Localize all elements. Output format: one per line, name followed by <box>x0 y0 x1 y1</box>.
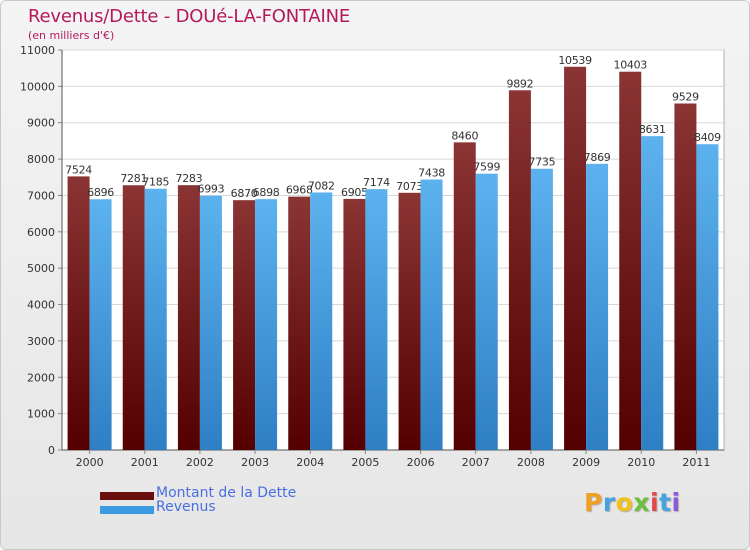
legend-label-dette: Montant de la Dette <box>156 485 297 501</box>
logo-letter: o <box>615 488 634 517</box>
value-label-revenus: 8409 <box>694 131 721 144</box>
value-label-dette: 7281 <box>120 172 147 185</box>
x-tick-label: 2006 <box>407 456 435 469</box>
proxiti-logo: Proxiti <box>584 488 681 517</box>
bar-dette <box>122 185 145 450</box>
value-label-revenus: 7735 <box>529 156 556 169</box>
chart-subtitle: (en milliers d'€) <box>28 29 115 42</box>
bar-dette <box>177 185 200 450</box>
logo-letter: t <box>659 488 672 517</box>
bar-dette <box>67 176 90 450</box>
bar-dette <box>619 71 642 450</box>
x-tick-label: 2011 <box>682 456 710 469</box>
value-label-revenus: 7438 <box>418 167 445 180</box>
x-tick-label: 2009 <box>572 456 600 469</box>
bar-revenus <box>365 189 388 451</box>
y-tick-label: 11000 <box>20 44 55 57</box>
y-tick-label: 0 <box>48 444 55 457</box>
bar-revenus <box>475 173 498 450</box>
x-tick-label: 2008 <box>517 456 545 469</box>
bar-dette <box>453 142 476 450</box>
y-tick-label: 10000 <box>20 80 55 93</box>
bar-revenus <box>696 144 719 450</box>
value-label-dette: 10403 <box>614 59 648 72</box>
legend-label-revenus: Revenus <box>156 499 216 515</box>
x-tick-label: 2002 <box>186 456 214 469</box>
x-tick-label: 2001 <box>131 456 159 469</box>
value-label-revenus: 6896 <box>87 186 114 199</box>
value-label-revenus: 7082 <box>308 179 335 192</box>
y-tick-label: 1000 <box>27 408 55 421</box>
value-label-dette: 7524 <box>65 163 92 176</box>
chart-title: Revenus/Dette - DOUé-LA-FONTAINE <box>28 6 351 27</box>
bar-dette <box>674 103 697 450</box>
logo-letter: x <box>633 488 650 517</box>
x-tick-label: 2010 <box>627 456 655 469</box>
value-label-dette: 7073 <box>396 180 423 193</box>
y-tick-label: 4000 <box>27 299 55 312</box>
legend-swatch-dette <box>100 492 154 500</box>
y-tick-label: 8000 <box>27 153 55 166</box>
bar-dette <box>508 90 531 451</box>
value-label-dette: 8460 <box>451 129 478 142</box>
bar-revenus <box>144 188 167 450</box>
value-label-dette: 9892 <box>507 77 534 90</box>
bar-revenus <box>586 163 609 450</box>
bar-revenus <box>199 195 222 450</box>
value-label-revenus: 7599 <box>473 161 500 174</box>
y-tick-label: 9000 <box>27 117 55 130</box>
logo-letter: r <box>602 488 616 517</box>
bar-dette <box>233 200 256 450</box>
logo-letter: i <box>650 488 660 517</box>
bar-revenus <box>420 179 443 450</box>
x-tick-label: 2007 <box>462 456 490 469</box>
y-tick-label: 6000 <box>27 226 55 239</box>
value-label-revenus: 7869 <box>584 151 611 164</box>
bar-revenus <box>89 199 112 450</box>
logo-letter: P <box>584 488 603 517</box>
y-tick-label: 2000 <box>27 371 55 384</box>
value-label-dette: 7283 <box>176 172 203 185</box>
x-tick-label: 2003 <box>241 456 269 469</box>
bar-dette <box>398 192 421 451</box>
value-label-dette: 10539 <box>558 54 592 67</box>
bar-dette <box>343 198 366 450</box>
legend-swatch-revenus <box>100 506 154 514</box>
value-label-revenus: 8631 <box>639 123 666 136</box>
x-tick-label: 2004 <box>296 456 324 469</box>
bar-dette <box>288 196 311 450</box>
value-label-revenus: 6993 <box>198 183 225 196</box>
plot-background <box>61 49 725 451</box>
value-label-revenus: 6898 <box>253 186 280 199</box>
value-label-dette: 9529 <box>672 90 699 103</box>
value-label-revenus: 7174 <box>363 176 390 189</box>
bar-revenus <box>310 192 333 451</box>
bar-dette <box>564 66 587 450</box>
bar-revenus <box>530 168 553 450</box>
x-tick-label: 2000 <box>76 456 104 469</box>
value-label-dette: 6968 <box>286 184 313 197</box>
value-label-dette: 6905 <box>341 186 368 199</box>
logo-letter: i <box>671 488 681 517</box>
plot-area: 0 1000 2000 3000 4000 5000 6000 7000 8000 9000 100… <box>20 44 725 469</box>
x-tick-label: 2005 <box>351 456 379 469</box>
value-label-dette: 6870 <box>231 187 258 200</box>
bar-revenus <box>255 199 278 450</box>
y-tick-label: 7000 <box>27 189 55 202</box>
bar-revenus <box>641 136 664 451</box>
value-label-revenus: 7185 <box>142 176 169 189</box>
y-tick-label: 3000 <box>27 335 55 348</box>
y-tick-label: 5000 <box>27 262 55 275</box>
